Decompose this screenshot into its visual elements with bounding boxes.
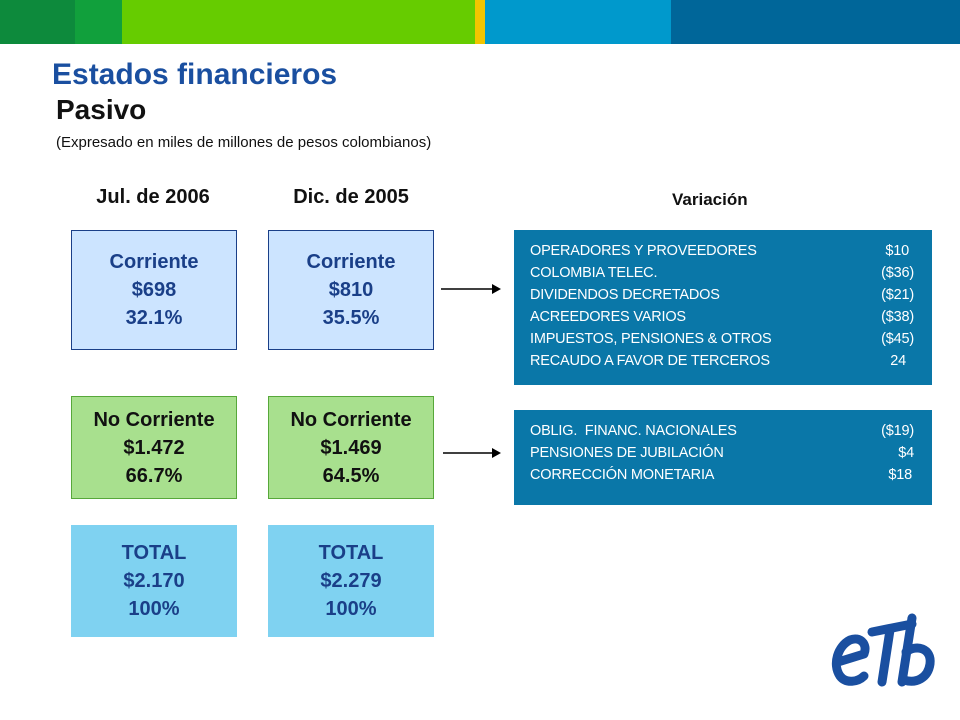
header-bar-segment: [122, 0, 475, 44]
box-label: TOTAL: [318, 542, 384, 564]
units-note: (Expresado en miles de millones de pesos…: [56, 134, 432, 151]
box-value: $2.170: [123, 570, 185, 592]
header-bar-segment: [671, 0, 960, 44]
box-value: $2.279: [320, 570, 382, 592]
variation-label: COLOMBIA TELEC.: [530, 265, 658, 281]
variation-corriente-panel: OPERADORES Y PROVEEDORES $10 COLOMBIA TEL…: [514, 230, 932, 385]
variation-label: OBLIG. FINANC. NACIONALES: [530, 423, 737, 439]
variation-row: PENSIONES DE JUBILACIÓN $4: [530, 442, 914, 464]
total-box-jul-2006: TOTAL $2.170 100%: [71, 525, 237, 637]
box-label: Corriente: [306, 251, 396, 273]
variation-value: 24: [890, 353, 906, 369]
box-label: Corriente: [109, 251, 199, 273]
corriente-box-dic-2005: Corriente $810 35.5%: [268, 230, 434, 350]
box-value: $1.472: [123, 436, 185, 459]
corriente-box-jul-2006: Corriente $698 32.1%: [71, 230, 237, 350]
column-header-jul-2006: Jul. de 2006: [96, 186, 210, 208]
variation-row: OBLIG. FINANC. NACIONALES ($19): [530, 420, 914, 442]
etb-logo-icon: [831, 613, 935, 687]
total-box-dic-2005: TOTAL $2.279 100%: [268, 525, 434, 637]
variation-value: $10: [885, 243, 909, 259]
box-percent: 32.1%: [125, 307, 183, 329]
variation-value: ($21): [881, 287, 914, 303]
variation-value: $18: [888, 467, 912, 483]
variation-value: ($38): [881, 309, 914, 325]
slide-title: Estados financieros: [52, 58, 338, 91]
box-percent: 100%: [128, 598, 180, 620]
variation-row: RECAUDO A FAVOR DE TERCEROS 24: [530, 350, 914, 372]
arrow-right-icon: [443, 448, 501, 458]
variation-value: $4: [898, 445, 914, 461]
box-value: $810: [328, 279, 374, 301]
variation-row: COLOMBIA TELEC. ($36): [530, 262, 914, 284]
box-label: No Corriente: [93, 408, 215, 431]
box-value: $698: [131, 279, 177, 301]
variation-value: ($45): [881, 331, 914, 347]
variation-label: CORRECCIÓN MONETARIA: [530, 467, 715, 483]
variation-row: OPERADORES Y PROVEEDORES $10: [530, 240, 914, 262]
variation-label: ACREEDORES VARIOS: [530, 309, 686, 325]
variation-row: CORRECCIÓN MONETARIA $18: [530, 464, 914, 486]
arrow-right-icon: [441, 284, 501, 294]
variation-row: IMPUESTOS, PENSIONES & OTROS ($45): [530, 328, 914, 350]
box-percent: 35.5%: [322, 307, 380, 329]
no-corriente-box-jul-2006: No Corriente $1.472 66.7%: [71, 396, 237, 499]
header-bar-segment: [0, 0, 75, 44]
variation-label: DIVIDENDOS DECRETADOS: [530, 287, 720, 303]
header-bar-segment: [475, 0, 485, 44]
variation-label: OPERADORES Y PROVEEDORES: [530, 243, 757, 259]
box-label: No Corriente: [290, 408, 412, 431]
variation-row: ACREEDORES VARIOS ($38): [530, 306, 914, 328]
box-label: TOTAL: [121, 542, 187, 564]
variation-header: Variación: [672, 190, 748, 209]
variation-row: DIVIDENDOS DECRETADOS ($21): [530, 284, 914, 306]
header-bar-segment: [485, 0, 671, 44]
box-percent: 64.5%: [322, 464, 380, 487]
no-corriente-box-dic-2005: No Corriente $1.469 64.5%: [268, 396, 434, 499]
slide-subtitle: Pasivo: [56, 94, 147, 125]
box-percent: 100%: [325, 598, 377, 620]
variation-label: RECAUDO A FAVOR DE TERCEROS: [530, 353, 770, 369]
column-header-dic-2005: Dic. de 2005: [293, 186, 409, 208]
variation-no-corriente-panel: OBLIG. FINANC. NACIONALES ($19) PENSIONES…: [514, 410, 932, 505]
variation-label: IMPUESTOS, PENSIONES & OTROS: [530, 331, 772, 347]
box-percent: 66.7%: [125, 464, 183, 487]
variation-value: ($36): [881, 265, 914, 281]
variation-label: PENSIONES DE JUBILACIÓN: [530, 445, 724, 461]
header-bar-segment: [75, 0, 122, 44]
box-value: $1.469: [320, 436, 382, 459]
variation-value: ($19): [881, 423, 914, 439]
